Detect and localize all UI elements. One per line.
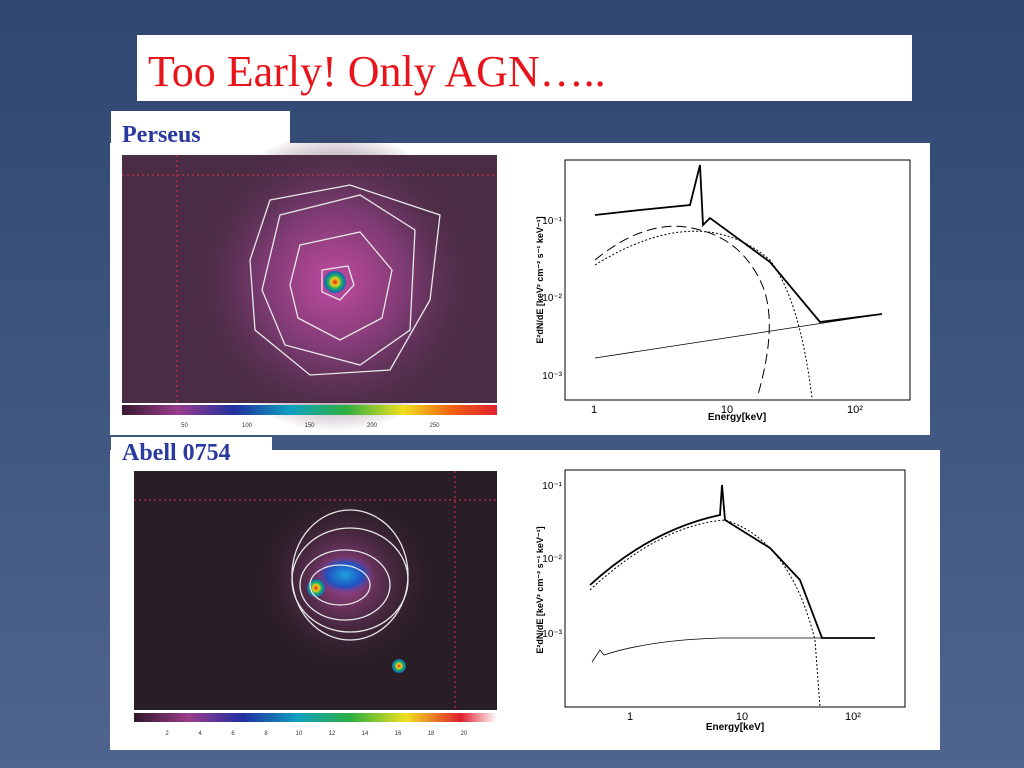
colorbar-label: 2: [165, 731, 169, 737]
x-tick-label: 10: [736, 711, 748, 723]
colorbar-label: 50: [181, 423, 188, 429]
contours: [249, 184, 441, 376]
y-tick-label: 10⁻²: [542, 554, 562, 565]
plot-frame: [564, 159, 911, 401]
x-tick-label: 10: [721, 404, 733, 416]
colorbar-label: 10: [296, 731, 303, 737]
panel-label: Perseus: [122, 122, 201, 148]
plot-frame: [564, 469, 906, 708]
label-box: [111, 111, 290, 151]
colorbar-label: 12: [329, 731, 336, 737]
x-tick-label: 1: [591, 404, 597, 416]
y-tick-label: 10⁻¹: [542, 216, 562, 227]
colorbar: [134, 713, 497, 722]
colorbar-label: 6: [231, 731, 235, 737]
colorbar-label: 18: [428, 731, 435, 737]
slide-title: Too Early! Only AGN…..: [148, 47, 606, 96]
x-axis-label: Energy[keV]: [706, 722, 764, 733]
colorbar-label: 200: [367, 423, 378, 429]
colorbar: [122, 405, 497, 415]
x-tick-label: 1: [627, 711, 633, 723]
emission: [315, 555, 375, 595]
y-axis-label: E²dN/dE [keV² cm⁻² s⁻¹ keV⁻¹]: [535, 216, 545, 343]
title-box: [137, 35, 912, 101]
colorbar-label: 100: [242, 423, 253, 429]
colorbar-label: 16: [395, 731, 402, 737]
colorbar-label: 4: [198, 731, 202, 737]
agn-core: [324, 271, 346, 293]
colorbar-label: 150: [304, 423, 315, 429]
x-tick-label: 10²: [847, 404, 863, 416]
colorbar-label: 20: [461, 731, 468, 737]
y-tick-label: 10⁻¹: [542, 481, 562, 492]
label-box: [111, 437, 272, 470]
spectrum-curves: [589, 484, 875, 708]
x-tick-label: 10²: [845, 711, 861, 723]
spectrum-curves: [594, 164, 883, 399]
colorbar-label: 8: [264, 731, 268, 737]
colorbar-label: 14: [362, 731, 369, 737]
panel-label: Abell 0754: [122, 440, 231, 466]
x-axis-label: Energy[keV]: [708, 412, 766, 423]
colorbar-label: 250: [429, 423, 440, 429]
y-tick-label: 10⁻²: [542, 293, 562, 304]
y-axis-label: E²dN/dE [keV² cm⁻² s⁻¹ keV⁻¹]: [535, 526, 545, 653]
contours: [291, 509, 409, 641]
y-tick-label: 10⁻³: [542, 371, 562, 382]
y-tick-label: 10⁻³: [542, 629, 562, 640]
point-source: [392, 659, 406, 673]
